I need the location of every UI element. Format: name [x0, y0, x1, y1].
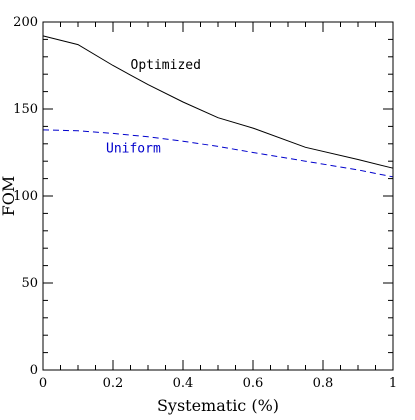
y-axis-label: FOM — [0, 176, 18, 217]
x-axis-label: Systematic (%) — [157, 396, 279, 415]
y-tick-label: 50 — [21, 276, 38, 291]
annotations-group: Optimized Uniform — [106, 58, 201, 157]
series-label-optimized: Optimized — [131, 58, 201, 73]
y-tick-label: 150 — [13, 102, 38, 117]
x-tick-label: 1 — [389, 376, 397, 391]
frame-group — [42, 21, 394, 371]
x-tick-label: 0 — [39, 376, 47, 391]
y-tick-label: 100 — [13, 189, 38, 204]
y-tick-label: 0 — [30, 363, 38, 378]
axes-group: 0 0.2 0.4 0.6 0.8 1 0 50 100 150 200 Systematic (%)… — [0, 15, 397, 415]
series-group — [42, 35, 394, 178]
series-label-uniform: Uniform — [106, 142, 161, 157]
x-tick-label: 0.4 — [173, 376, 194, 391]
plot-frame — [42, 21, 394, 371]
series-line-uniform — [42, 129, 394, 178]
x-tick-label: 0.6 — [243, 376, 264, 391]
series-line-optimized — [42, 35, 394, 169]
x-tick-label: 0.2 — [103, 376, 124, 391]
x-tick-label: 0.8 — [313, 376, 334, 391]
y-tick-label: 200 — [13, 15, 38, 30]
